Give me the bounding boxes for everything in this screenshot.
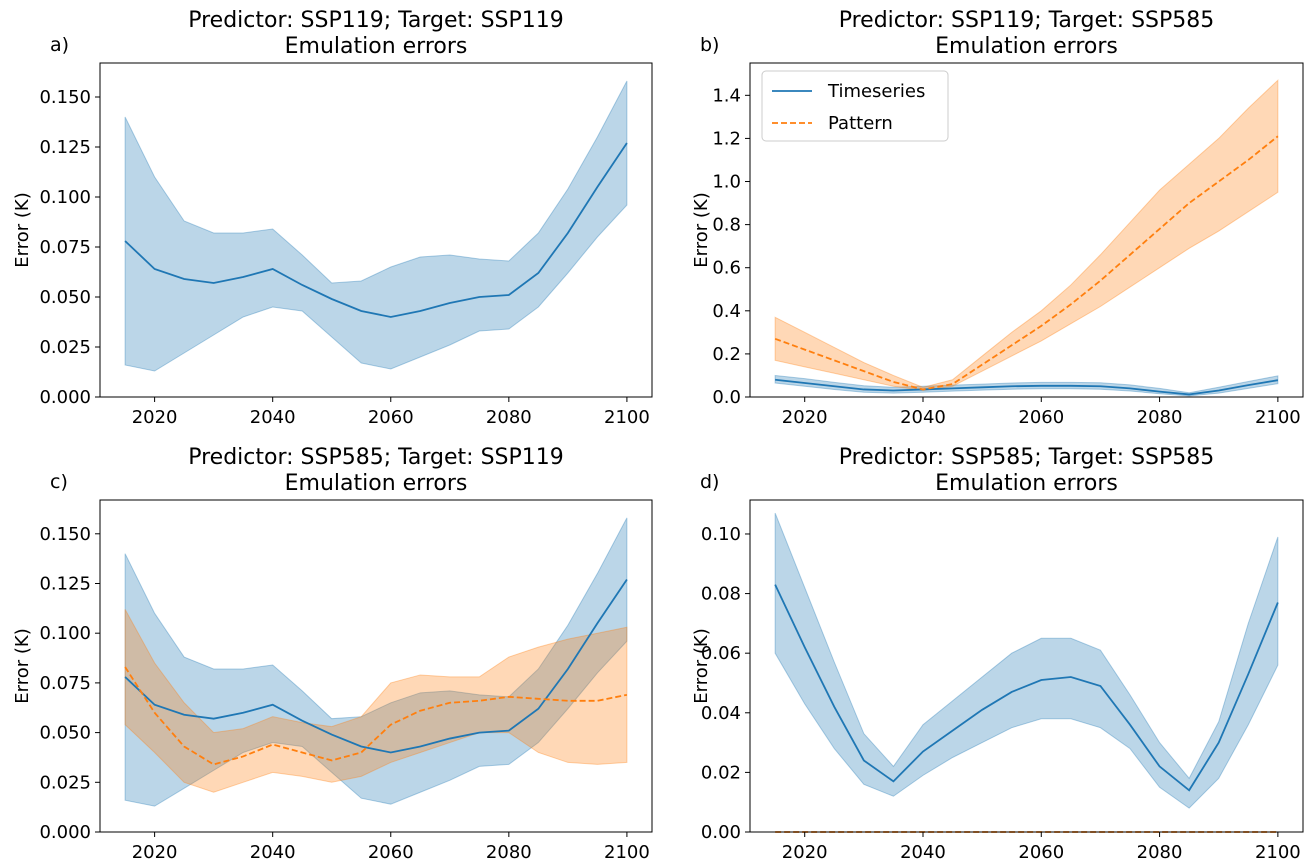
chart-subtitle: Emulation errors xyxy=(285,34,468,59)
x-tick-label: 2040 xyxy=(900,842,946,860)
x-tick-label: 2020 xyxy=(782,842,828,860)
x-tick-label: 2100 xyxy=(1255,842,1301,860)
y-tick-label: 0.04 xyxy=(701,703,741,724)
series-line xyxy=(124,142,628,318)
x-tick-label: 2040 xyxy=(250,407,296,428)
panel-label: c) xyxy=(50,471,68,493)
series-line xyxy=(124,579,628,754)
series-line xyxy=(775,378,1279,396)
legend: Timeseries Pattern xyxy=(761,70,949,142)
series-line xyxy=(774,135,1279,391)
y-tick-label: 1.2 xyxy=(712,128,741,149)
chart-title: Predictor: SSP585; Target: SSP119 xyxy=(188,445,564,470)
y-tick-label: 1.0 xyxy=(712,172,741,193)
plot-frame xyxy=(749,499,1304,833)
x-tick-label: 2080 xyxy=(486,842,532,860)
plot-frame xyxy=(99,499,653,833)
subplot: b) Predictor: SSP119; Target: SSP585Emula… xyxy=(691,8,1304,428)
y-axis-label: Error (K) xyxy=(12,628,33,703)
y-tick-label: 0.025 xyxy=(39,337,91,358)
x-tick-label: 2060 xyxy=(1018,842,1064,860)
y-tick-label: 0.025 xyxy=(39,772,91,793)
x-tick-label: 2100 xyxy=(1255,407,1301,428)
x-tick-label: 2060 xyxy=(1018,407,1064,428)
x-tick-label: 2060 xyxy=(368,842,414,860)
x-tick-label: 2100 xyxy=(604,407,650,428)
y-tick-label: 0.125 xyxy=(39,137,91,158)
chart-title: Predictor: SSP119; Target: SSP119 xyxy=(188,8,564,33)
y-axis-label: Error (K) xyxy=(12,192,33,267)
y-tick-label: 0.150 xyxy=(39,87,91,108)
x-tick-label: 2040 xyxy=(900,407,946,428)
y-axis-label: Error (K) xyxy=(691,628,712,703)
chart-title: Predictor: SSP119; Target: SSP585 xyxy=(839,8,1215,33)
y-tick-label: 0.4 xyxy=(712,301,741,322)
series-line xyxy=(774,584,1279,792)
y-tick-label: 0.2 xyxy=(712,344,741,365)
y-tick-label: 0.10 xyxy=(701,524,741,545)
subplot: d) Predictor: SSP585; Target: SSP585Emula… xyxy=(691,445,1304,860)
chart-subtitle: Emulation errors xyxy=(935,471,1118,496)
panel-label: d) xyxy=(700,471,719,493)
y-axis-label: Error (K) xyxy=(691,192,712,267)
y-tick-label: 0.150 xyxy=(39,524,91,545)
chart-subtitle: Emulation errors xyxy=(935,34,1118,59)
x-tick-label: 2040 xyxy=(250,842,296,860)
y-tick-label: 0.050 xyxy=(39,287,91,308)
chart-title: Predictor: SSP585; Target: SSP585 xyxy=(839,445,1215,470)
legend-label: Pattern xyxy=(828,113,893,134)
y-tick-label: 0.000 xyxy=(39,822,91,843)
y-tick-label: 0.050 xyxy=(39,723,91,744)
y-tick-label: 0.02 xyxy=(701,762,741,783)
y-tick-label: 0.00 xyxy=(701,822,741,843)
subplot: c) Predictor: SSP585; Target: SSP119Emula… xyxy=(12,445,653,860)
y-tick-label: 0.075 xyxy=(39,673,91,694)
y-tick-label: 0.6 xyxy=(712,258,741,279)
error-band xyxy=(124,609,628,793)
plot-frame xyxy=(99,62,653,398)
y-tick-label: 0.075 xyxy=(39,237,91,258)
y-tick-label: 0.100 xyxy=(39,187,91,208)
panel-label: b) xyxy=(700,34,719,56)
y-tick-label: 0.0 xyxy=(712,387,741,408)
y-tick-label: 0.000 xyxy=(39,387,91,408)
plot-frame xyxy=(749,62,1304,398)
error-band xyxy=(774,512,1279,809)
legend-label: Timeseries xyxy=(827,81,925,102)
x-tick-label: 2080 xyxy=(1137,407,1183,428)
x-tick-label: 2080 xyxy=(486,407,532,428)
y-tick-label: 0.125 xyxy=(39,573,91,594)
error-band xyxy=(124,80,628,372)
x-tick-label: 2100 xyxy=(604,842,650,860)
x-tick-label: 2060 xyxy=(368,407,414,428)
x-tick-label: 2020 xyxy=(782,407,828,428)
x-tick-label: 2020 xyxy=(132,842,178,860)
x-tick-label: 2080 xyxy=(1137,842,1183,860)
panel-label: a) xyxy=(50,34,69,56)
chart-subtitle: Emulation errors xyxy=(285,471,468,496)
x-tick-label: 2020 xyxy=(132,407,178,428)
y-tick-label: 0.8 xyxy=(712,215,741,236)
subplot: a) Predictor: SSP119; Target: SSP119Emula… xyxy=(12,8,653,428)
error-band xyxy=(124,517,628,807)
y-tick-label: 0.08 xyxy=(701,584,741,605)
error-band xyxy=(774,79,1279,392)
y-tick-label: 0.06 xyxy=(701,643,741,664)
series-line xyxy=(124,666,628,766)
y-tick-label: 1.4 xyxy=(712,85,741,106)
y-tick-label: 0.100 xyxy=(39,623,91,644)
